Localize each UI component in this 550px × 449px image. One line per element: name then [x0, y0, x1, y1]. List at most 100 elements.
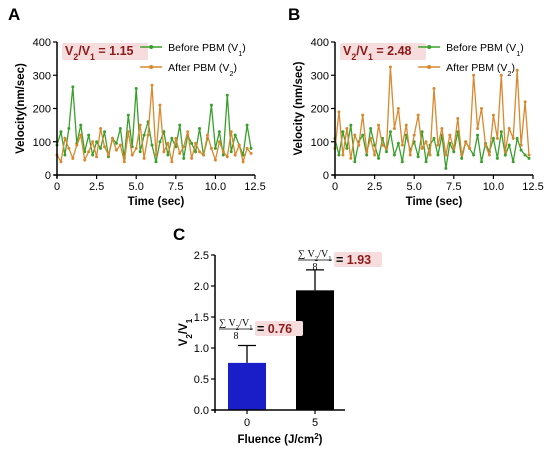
data-point — [396, 141, 400, 145]
data-point — [106, 153, 110, 157]
data-point — [507, 143, 511, 147]
data-point — [337, 110, 341, 114]
x-axis-label: Fluence (J/cm2) — [237, 432, 322, 447]
data-point — [245, 123, 249, 127]
data-point — [495, 136, 499, 140]
data-point — [229, 130, 233, 134]
data-point — [365, 150, 369, 154]
data-point — [420, 130, 424, 134]
data-point — [71, 156, 75, 160]
y-axis-label: Velocity(nm/sec) — [15, 63, 27, 154]
data-point — [170, 136, 174, 140]
data-point — [416, 113, 420, 117]
data-point — [75, 143, 79, 147]
data-point — [519, 143, 523, 147]
data-point — [381, 143, 385, 147]
panel-label-a: A — [8, 5, 20, 24]
data-point — [150, 83, 154, 87]
data-point — [460, 153, 464, 157]
data-point — [99, 126, 103, 130]
y-tick-label: 0 — [45, 170, 51, 182]
y-tick-label: 400 — [33, 37, 51, 49]
data-point — [146, 133, 150, 137]
y-axis-label: V2/V1 — [178, 318, 194, 346]
data-point — [114, 148, 118, 152]
data-point — [440, 126, 444, 130]
data-point — [170, 160, 174, 164]
y-tick-label: 0.5 — [194, 374, 209, 386]
data-point — [138, 123, 142, 127]
y-tick-label: 300 — [311, 70, 329, 82]
data-point — [452, 146, 456, 150]
data-point — [483, 143, 487, 147]
data-point — [515, 136, 519, 140]
x-tick-label: 7.5 — [446, 181, 461, 193]
data-point — [384, 150, 388, 154]
data-point — [388, 65, 392, 69]
data-point — [118, 126, 122, 130]
data-point — [369, 136, 373, 140]
data-point — [166, 153, 170, 157]
series-line-after — [334, 66, 530, 159]
data-point — [511, 160, 515, 164]
x-tick-label: 12.5 — [522, 181, 543, 193]
data-point — [503, 150, 507, 154]
data-point — [95, 140, 99, 144]
data-point — [142, 133, 146, 137]
data-point — [480, 160, 484, 164]
data-point — [63, 136, 67, 140]
y-tick-label: 300 — [33, 70, 51, 82]
y-tick-label: 2.0 — [194, 281, 209, 293]
data-point — [59, 130, 63, 134]
x-axis-label: Time (sec) — [128, 196, 185, 208]
data-point — [408, 153, 412, 157]
panel-label-c: C — [173, 225, 185, 244]
data-point — [209, 103, 213, 107]
legend-label: After PBM (V2) — [168, 62, 237, 78]
x-tick-label: 7.5 — [168, 181, 183, 193]
data-point — [515, 68, 519, 72]
data-point — [233, 153, 237, 157]
y-tick-label: 1.0 — [194, 343, 209, 355]
ratio-value: = 1.93 — [336, 253, 371, 267]
data-point — [345, 146, 349, 150]
data-point — [511, 136, 515, 140]
data-point — [158, 103, 162, 107]
data-point — [158, 140, 162, 144]
bar-fluence-0 — [228, 362, 266, 410]
data-point — [233, 133, 237, 137]
data-point — [424, 140, 428, 144]
legend-marker — [427, 45, 432, 49]
data-point — [95, 155, 99, 159]
chart-a: 0 100 200 300 400 0 2.5 5.0 7.5 10.0 12.5 Time (sec… — [15, 37, 266, 208]
data-point — [396, 107, 400, 110]
fraction-numerator: ∑ V2/V1 — [298, 249, 332, 263]
legend-label: Before PBM (V1) — [168, 42, 246, 58]
data-point — [154, 160, 158, 164]
y-axis-label: Velocity (nm/sec) — [293, 61, 305, 155]
data-point — [99, 146, 103, 150]
data-point — [182, 156, 186, 160]
data-point — [404, 123, 408, 127]
data-point — [361, 113, 365, 117]
data-point — [400, 143, 404, 147]
x-tick-label: 5 — [312, 417, 318, 429]
data-point — [103, 145, 107, 149]
fraction-numerator: ∑ V2/V1 — [219, 318, 253, 332]
data-point — [213, 146, 217, 150]
data-point — [499, 73, 503, 77]
data-point — [178, 151, 182, 155]
y-tick-label: 200 — [33, 104, 51, 116]
data-point — [245, 146, 249, 150]
data-point — [428, 153, 432, 157]
data-point — [213, 158, 217, 162]
ratio-value: = 0.76 — [257, 322, 292, 336]
data-point — [194, 141, 198, 145]
data-point — [341, 153, 345, 157]
data-point — [345, 126, 349, 130]
ratio-annotation: V2/V1 = 2.48 — [343, 44, 412, 62]
data-point — [205, 133, 209, 137]
data-point — [416, 155, 420, 159]
data-point — [83, 158, 87, 162]
ratio-highlight — [62, 43, 148, 60]
